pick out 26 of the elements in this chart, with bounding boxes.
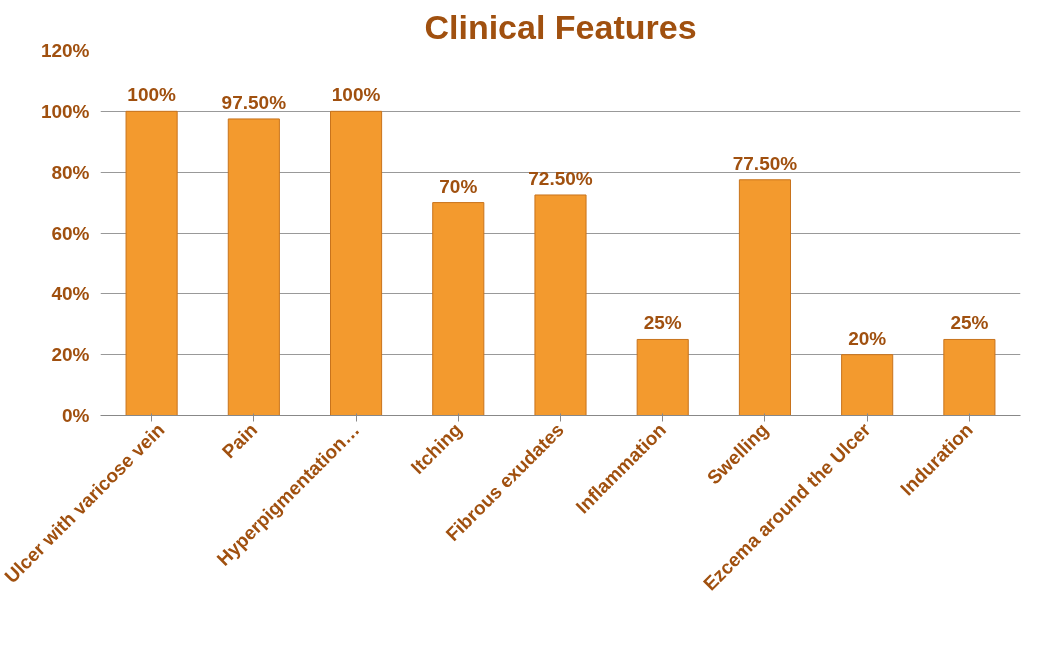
bar xyxy=(227,118,280,416)
bar xyxy=(636,338,689,416)
bar xyxy=(841,354,894,416)
data-label: 72.50% xyxy=(528,167,593,189)
y-tick-label: 40% xyxy=(51,283,90,305)
data-label: 100% xyxy=(331,84,381,106)
data-label: 25% xyxy=(950,312,989,334)
data-label: 97.50% xyxy=(221,91,287,113)
y-tick-label: 80% xyxy=(51,161,90,183)
bar xyxy=(125,110,178,416)
bar xyxy=(330,110,383,416)
y-tick-label: 20% xyxy=(51,344,90,366)
data-label: 70% xyxy=(439,175,478,197)
y-tick-label: 100% xyxy=(40,100,90,122)
data-label: 25% xyxy=(643,312,682,334)
y-tick-label: 0% xyxy=(62,405,90,426)
data-label: 100% xyxy=(127,84,177,106)
y-tick-label: 120% xyxy=(40,40,90,61)
bar xyxy=(943,338,996,416)
data-label: 20% xyxy=(848,327,887,349)
chart-title: Clinical Features xyxy=(424,7,697,46)
bar xyxy=(432,202,485,416)
bar xyxy=(738,179,791,416)
bar xyxy=(534,194,587,416)
data-label: 77.50% xyxy=(732,152,798,174)
y-tick-label: 60% xyxy=(51,222,90,244)
